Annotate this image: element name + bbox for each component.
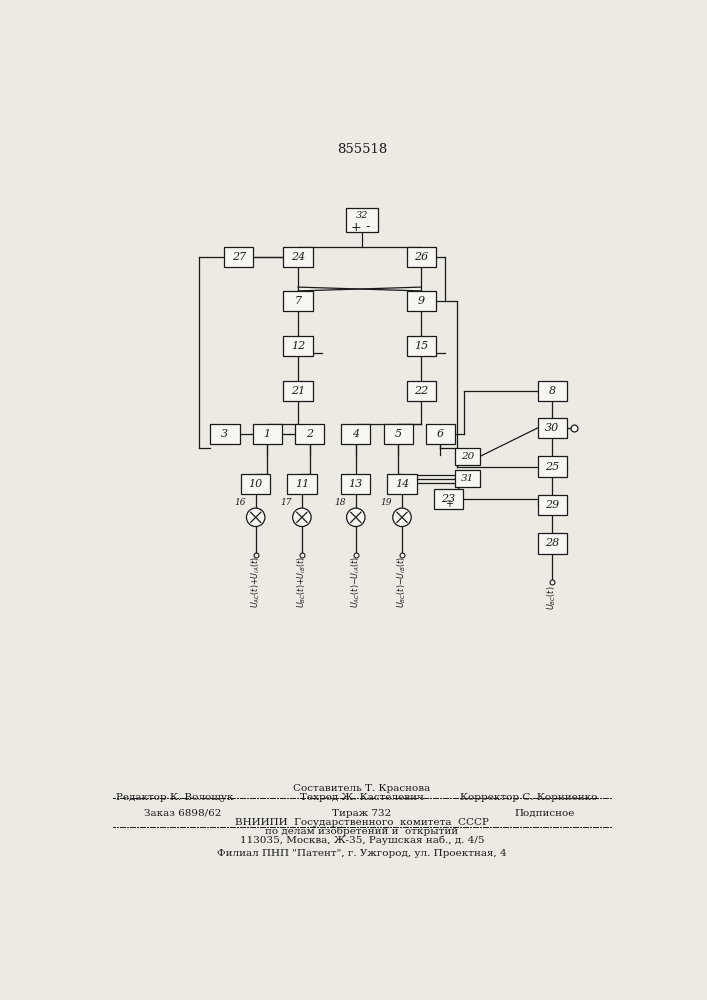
Text: Составитель Т. Краснова: Составитель Т. Краснова (293, 784, 431, 793)
Text: 113035, Москва, Ж-35, Раушская наб., д. 4/5: 113035, Москва, Ж-35, Раушская наб., д. … (240, 836, 484, 845)
Text: 6: 6 (437, 429, 444, 439)
Text: 22: 22 (414, 386, 428, 396)
FancyBboxPatch shape (383, 424, 413, 444)
FancyBboxPatch shape (407, 381, 436, 401)
Text: 32: 32 (356, 211, 368, 220)
Text: 30: 30 (545, 423, 559, 433)
Text: 20: 20 (461, 452, 474, 461)
Text: по делам изобретений и  открытий: по делам изобретений и открытий (265, 827, 459, 836)
Text: Филиал ПНП "Патент", г. Ужгород, ул. Проектная, 4: Филиал ПНП "Патент", г. Ужгород, ул. Про… (217, 849, 507, 858)
Text: $U_{AC}(t){-}U_{iA}(t)$: $U_{AC}(t){-}U_{iA}(t)$ (349, 556, 362, 608)
Text: 11: 11 (295, 479, 309, 489)
FancyBboxPatch shape (284, 247, 312, 267)
Text: $U_{BC}(t){+}U_{iB}(t)$: $U_{BC}(t){+}U_{iB}(t)$ (296, 556, 308, 608)
Text: 26: 26 (414, 252, 428, 262)
Text: 31: 31 (461, 474, 474, 483)
Text: 15: 15 (414, 341, 428, 351)
Text: $U_{BC}(t)$: $U_{BC}(t)$ (546, 586, 559, 610)
FancyBboxPatch shape (537, 381, 567, 401)
FancyBboxPatch shape (537, 495, 567, 515)
Text: Тираж 732: Тираж 732 (332, 808, 392, 818)
Text: 18: 18 (334, 498, 346, 507)
Circle shape (346, 508, 365, 527)
Text: Техред Ж. Кастелевич: Техред Ж. Кастелевич (300, 793, 424, 802)
Text: 17: 17 (281, 498, 292, 507)
FancyBboxPatch shape (241, 474, 270, 494)
Text: 8: 8 (549, 386, 556, 396)
FancyBboxPatch shape (433, 489, 463, 509)
FancyBboxPatch shape (210, 424, 240, 444)
Text: 4: 4 (352, 429, 359, 439)
FancyBboxPatch shape (455, 470, 480, 487)
Text: 12: 12 (291, 341, 305, 351)
Text: 2: 2 (306, 429, 313, 439)
Text: +: + (445, 499, 453, 509)
Text: 24: 24 (291, 252, 305, 262)
Text: 29: 29 (545, 500, 559, 510)
FancyBboxPatch shape (407, 336, 436, 356)
Text: 28: 28 (545, 538, 559, 548)
FancyBboxPatch shape (537, 533, 567, 554)
Text: 3: 3 (221, 429, 228, 439)
FancyBboxPatch shape (284, 291, 312, 311)
FancyBboxPatch shape (341, 474, 370, 494)
FancyBboxPatch shape (287, 474, 317, 494)
Circle shape (247, 508, 265, 527)
FancyBboxPatch shape (295, 424, 325, 444)
FancyBboxPatch shape (455, 448, 480, 465)
Text: 10: 10 (249, 479, 263, 489)
FancyBboxPatch shape (341, 424, 370, 444)
FancyBboxPatch shape (284, 336, 312, 356)
Text: 19: 19 (380, 498, 392, 507)
Text: 25: 25 (545, 462, 559, 472)
Text: 23: 23 (441, 494, 455, 504)
FancyBboxPatch shape (537, 456, 567, 477)
Text: $U_{BC}(t){-}U_{iB}(t)$: $U_{BC}(t){-}U_{iB}(t)$ (396, 556, 408, 608)
Text: 13: 13 (349, 479, 363, 489)
FancyBboxPatch shape (252, 424, 282, 444)
FancyBboxPatch shape (407, 291, 436, 311)
Text: Корректор С. Корниенко: Корректор С. Корниенко (460, 793, 597, 802)
Text: Заказ 6898/62: Заказ 6898/62 (144, 808, 221, 818)
FancyBboxPatch shape (284, 381, 312, 401)
Circle shape (293, 508, 311, 527)
FancyBboxPatch shape (346, 208, 378, 232)
Text: 16: 16 (234, 498, 246, 507)
Text: 855518: 855518 (337, 143, 387, 156)
Text: 7: 7 (295, 296, 302, 306)
Text: 14: 14 (395, 479, 409, 489)
FancyBboxPatch shape (224, 247, 253, 267)
Text: 9: 9 (418, 296, 425, 306)
Text: 21: 21 (291, 386, 305, 396)
Text: +: + (351, 221, 361, 234)
Text: 27: 27 (232, 252, 246, 262)
Text: ВНИИПИ  Государственного  комитета  СССР: ВНИИПИ Государственного комитета СССР (235, 818, 489, 827)
Text: 5: 5 (395, 429, 402, 439)
FancyBboxPatch shape (407, 247, 436, 267)
Text: -: - (365, 221, 370, 234)
Text: Редактор К. Волощук: Редактор К. Волощук (116, 793, 233, 802)
FancyBboxPatch shape (537, 418, 567, 438)
Text: 1: 1 (264, 429, 271, 439)
FancyBboxPatch shape (426, 424, 455, 444)
Text: $U_{AC}(t){+}U_{iA}(t)$: $U_{AC}(t){+}U_{iA}(t)$ (250, 556, 262, 608)
FancyBboxPatch shape (387, 474, 416, 494)
Text: Подписное: Подписное (514, 808, 575, 818)
Circle shape (393, 508, 411, 527)
